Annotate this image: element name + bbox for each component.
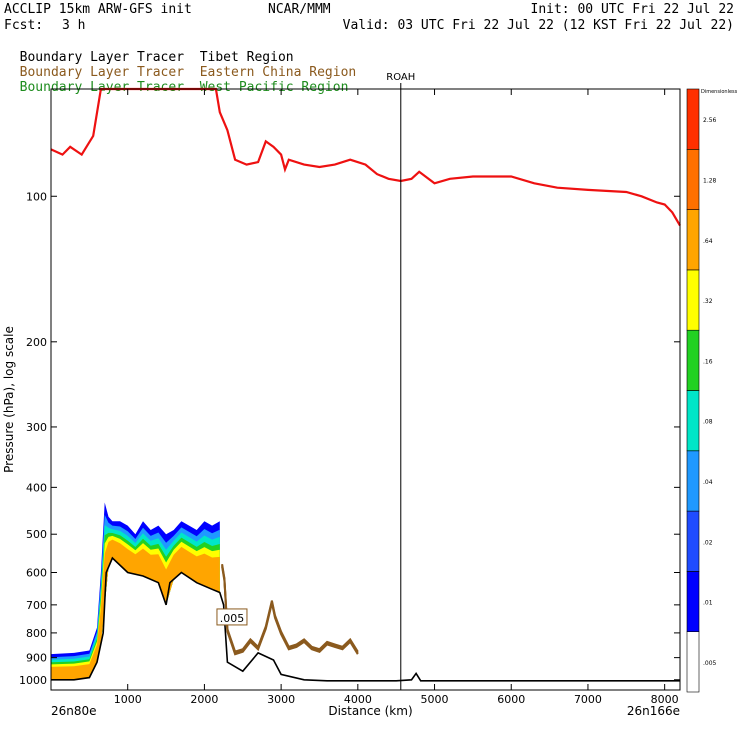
- legend-line-tibet: Boundary Layer Tracer Tibet Region: [4, 35, 294, 65]
- y-tick-label-3: 400: [26, 481, 47, 494]
- x-end-label: 26n166e: [627, 704, 680, 718]
- colorbar-swatch-6: [686, 269, 700, 331]
- colorbar-level-5: .16: [703, 358, 713, 365]
- legend-line-eastern-china: Boundary Layer Tracer Eastern China Regi…: [4, 50, 357, 80]
- tracer-band-5: [51, 539, 220, 680]
- model-title: ACCLIP 15km ARW-GFS init: [4, 2, 192, 17]
- colorbar-level-6: .32: [703, 298, 713, 305]
- colorbar-level-8: 1.28: [703, 177, 717, 184]
- colorbar-level-2: .02: [703, 539, 713, 546]
- colorbar-swatch-3: [686, 450, 700, 512]
- colorbar-level-9: 2.56: [703, 117, 717, 124]
- eastern-china-contour-1: [221, 566, 359, 656]
- x-tick-label-1: 2000: [190, 693, 218, 706]
- valid-time: Valid: 03 UTC Fri 22 Jul 22 (12 KST Fri …: [342, 18, 734, 33]
- forecast-label: Fcst:: [4, 18, 44, 33]
- legend-prefix-tibet: Boundary Layer Tracer: [19, 50, 185, 65]
- org-label: NCAR/MMM: [268, 2, 331, 17]
- y-tick-label-5: 600: [26, 566, 47, 579]
- colorbar-level-0: .005: [703, 660, 717, 667]
- y-tick-label-0: 100: [26, 190, 47, 203]
- legend-region-tibet: Tibet Region: [199, 50, 294, 65]
- contour-label-box: [216, 608, 248, 626]
- colorbar-swatch-2: [686, 510, 700, 572]
- legend-region-eastern-china: Eastern China Region: [199, 65, 357, 80]
- colorbar-level-7: .64: [703, 238, 713, 245]
- y-tick-label-9: 1000: [19, 674, 47, 687]
- contour-label: .005: [220, 612, 245, 625]
- plot-frame: [50, 88, 681, 691]
- legend-prefix-eastern-china: Boundary Layer Tracer: [19, 65, 185, 80]
- terrain-line: [51, 556, 680, 682]
- y-tick-label-4: 500: [26, 528, 47, 541]
- roah-marker-label: ROAH: [386, 72, 415, 83]
- x-tick-label-3: 4000: [344, 693, 372, 706]
- x-tick-label-6: 7000: [574, 693, 602, 706]
- x-axis-label: Distance (km): [328, 704, 412, 718]
- legend-prefix-west-pacific: Boundary Layer Tracer: [19, 80, 185, 95]
- tracer-threshold-line: [50, 87, 681, 227]
- legend-line-west-pacific: Boundary Layer Tracer West Pacific Regio…: [4, 65, 349, 95]
- x-tick-label-5: 6000: [497, 693, 525, 706]
- colorbar-level-1: .01: [703, 600, 713, 607]
- eastern-china-contour-2: [221, 563, 359, 653]
- tracer-band-0: [51, 502, 220, 680]
- y-tick-label-8: 900: [26, 652, 47, 665]
- colorbar-swatch-0: [686, 631, 700, 693]
- y-axis-label: Pressure (hPa), log scale: [2, 326, 16, 473]
- init-time: Init: 00 UTC Fri 22 Jul 22: [530, 2, 735, 17]
- y-tick-label-6: 700: [26, 599, 47, 612]
- x-tick-label-4: 5000: [421, 693, 449, 706]
- colorbar-swatch-7: [686, 209, 700, 271]
- y-tick-label-7: 800: [26, 627, 47, 640]
- colorbar-swatch-5: [686, 329, 700, 391]
- colorbar-swatch-1: [686, 571, 700, 633]
- x-tick-label-7: 8000: [651, 693, 679, 706]
- colorbar-level-3: .04: [703, 479, 713, 486]
- colorbar-header: Dimensionless: [701, 89, 738, 95]
- colorbar-swatch-4: [686, 390, 700, 452]
- colorbar-swatch-8: [686, 149, 700, 210]
- y-tick-label-2: 300: [26, 421, 47, 434]
- colorbar-swatch-9: [686, 88, 700, 150]
- forecast-value: 3 h: [62, 18, 86, 33]
- colorbar-level-4: .08: [703, 419, 713, 426]
- x-tick-label-2: 3000: [267, 693, 295, 706]
- x-tick-label-0: 1000: [114, 693, 142, 706]
- y-tick-label-1: 200: [26, 336, 47, 349]
- legend-region-west-pacific: West Pacific Region: [199, 80, 349, 95]
- x-start-label: 26n80e: [51, 704, 97, 718]
